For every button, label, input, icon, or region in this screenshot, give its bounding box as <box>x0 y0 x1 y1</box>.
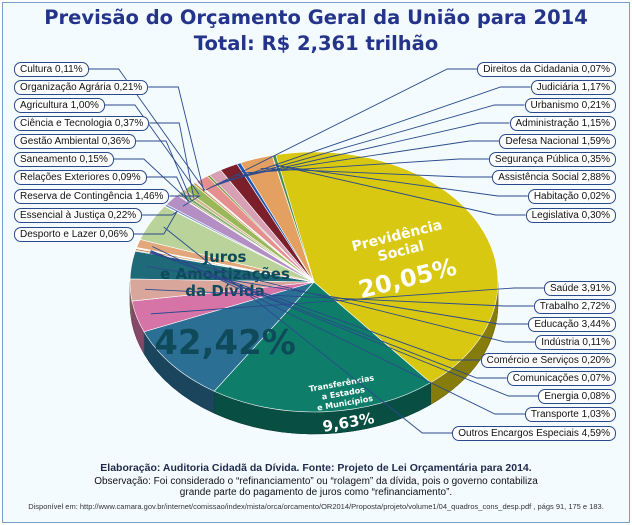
leader-line <box>152 246 525 415</box>
leader-line <box>149 252 536 343</box>
leader-line <box>216 104 525 185</box>
label-cultura: Cultura 0,11% <box>14 62 89 77</box>
footer-url: Disponível em: http://www.camara.gov.br/… <box>28 502 604 511</box>
leader-line <box>163 226 453 434</box>
label-defesa-nacional: Defesa Nacional 1,59% <box>499 134 616 149</box>
leader-line <box>149 122 195 198</box>
leader-line <box>145 288 534 307</box>
footer-note: Observação: Foi considerado o “refinanci… <box>0 476 632 498</box>
label-comunica-es: Comunicações 0,07% <box>506 371 616 386</box>
leader-line <box>222 122 510 182</box>
label-com-rcio-e-servi-os: Comércio e Serviços 0,20% <box>480 353 616 368</box>
pie-slice-transfer-ncias-a-estados-e-munic-pios <box>143 281 315 392</box>
footer-note-line-1: Observação: Foi considerado o “refinanci… <box>94 476 538 487</box>
leader-lines <box>88 68 544 434</box>
leader-line <box>146 176 189 203</box>
slice-name-line: Juros <box>203 248 247 266</box>
label-legislativa: Legislativa 0,30% <box>525 208 616 223</box>
leader-line <box>277 164 526 216</box>
slice-name-line: e Amortizações <box>160 265 290 283</box>
label-transporte: Transporte 1,03% <box>524 407 616 422</box>
footer-note-line-2: grande parte do pagamento de juros como … <box>179 487 453 498</box>
label-gest-o-ambiental: Gestão Ambiental 0,36% <box>14 134 137 149</box>
label-sa-de: Saúde 3,91% <box>543 281 616 296</box>
leader-line <box>205 68 478 191</box>
leader-line <box>260 168 493 178</box>
label-habita-o: Habitação 0,02% <box>527 189 616 204</box>
label-organiza-o-agr-ria: Organização Agrária 0,21% <box>14 80 149 95</box>
slice-percent: 42,42% <box>154 323 296 363</box>
label-ind-stria: Indústria 0,11% <box>535 335 616 350</box>
label-ci-ncia-e-tecnologia: Ciência e Tecnologia 0,37% <box>14 116 150 131</box>
label-agricultura: Agricultura 1,00% <box>14 98 105 113</box>
pie-slice-previd-ncia-social <box>213 281 432 413</box>
leader-line <box>169 195 202 207</box>
label-energia: Energia 0,08% <box>538 389 616 404</box>
leader-line <box>235 140 500 177</box>
label-judici-ria: Judiciária 1,17% <box>530 80 616 95</box>
leader-line <box>142 210 178 216</box>
label-urbanismo: Urbanismo 0,21% <box>524 98 616 113</box>
leader-line <box>136 140 192 200</box>
leader-line <box>275 165 528 197</box>
label-rela-es-exteriores: Relações Exteriores 0,09% <box>14 170 147 185</box>
leader-line <box>150 250 507 379</box>
label-trabalho: Trabalho 2,72% <box>533 299 616 314</box>
leader-line <box>104 104 200 195</box>
label-desporto-e-lazer: Desporto e Lazer 0,06% <box>14 227 134 242</box>
label-assist-ncia-social: Assistência Social 2,88% <box>492 170 616 185</box>
label-seguran-a-p-blica: Segurança Pública 0,35% <box>488 152 616 167</box>
label-essencial-justi-a: Essencial à Justiça 0,22% <box>14 208 143 223</box>
leader-line <box>88 68 206 191</box>
chart-subtitle: Total: R$ 2,361 trilhão <box>193 32 439 55</box>
leader-line <box>146 265 529 325</box>
label-saneamento: Saneamento 0,15% <box>14 152 114 167</box>
label-educa-o: Educação 3,44% <box>528 317 616 332</box>
leader-line <box>133 211 177 235</box>
label-administra-o: Administração 1,15% <box>509 116 616 131</box>
leader-line <box>113 158 190 202</box>
leader-line <box>244 158 489 174</box>
leader-line <box>150 250 539 397</box>
label-direitos-da-cidadania: Direitos da Cidadania 0,07% <box>477 62 616 77</box>
chart-title: Previsão do Orçamento Geral da União par… <box>44 6 588 29</box>
label-reserva-de-conting-ncia: Reserva de Contingência 1,46% <box>14 189 170 204</box>
footer-source: Elaboração: Auditoria Cidadã da Dívida. … <box>100 462 532 474</box>
leader-line <box>148 86 205 192</box>
pie-slice-juros-e-amortiza-es-da-d-vida <box>275 151 499 383</box>
label-outros-encargos-especiais: Outros Encargos Especiais 4,59% <box>452 426 616 441</box>
leader-line <box>149 251 481 361</box>
leader-line <box>210 86 531 188</box>
pie-slices <box>129 151 499 413</box>
